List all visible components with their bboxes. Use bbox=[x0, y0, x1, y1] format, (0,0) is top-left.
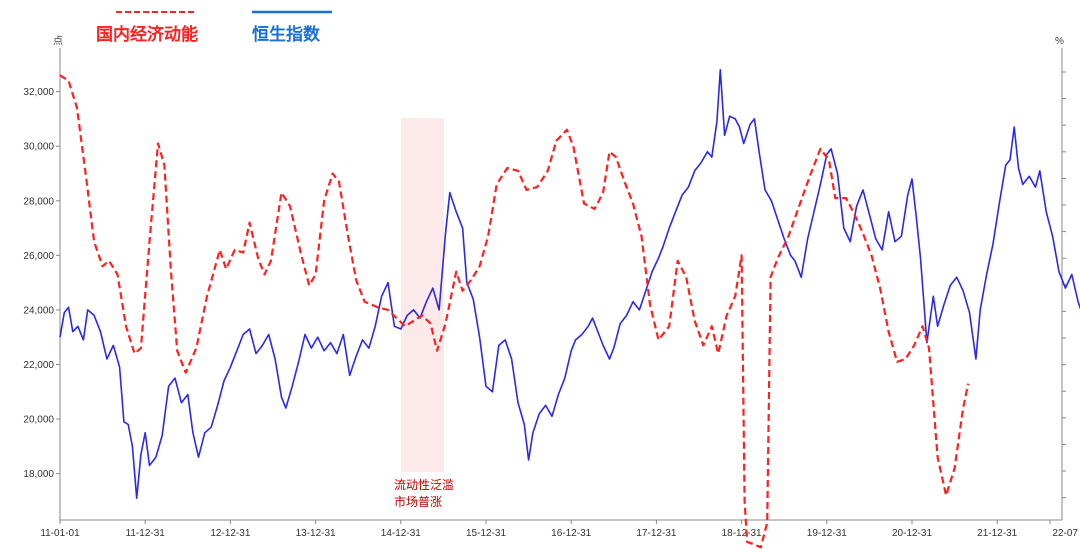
annotation-line-2: 市场普涨 bbox=[394, 494, 442, 509]
x-tick-label: 13-12-31 bbox=[296, 528, 336, 539]
legend-label-economic-momentum: 国内经济动能 bbox=[96, 24, 198, 45]
annotation-liquidity: 流动性泛滥 市场普涨 bbox=[394, 478, 454, 509]
x-tick-label: 21-12-31 bbox=[977, 528, 1017, 539]
legend: 国内经济动能 恒生指数 bbox=[96, 10, 332, 45]
y-tick-label: 30,000 bbox=[23, 142, 54, 153]
x-tick-label: 18-12-31 bbox=[722, 528, 762, 539]
x-tick-label: 16-12-31 bbox=[551, 528, 591, 539]
x-tick-label: 11-12-31 bbox=[126, 528, 166, 539]
y-tick-label: 22,000 bbox=[23, 360, 54, 371]
y-axis-right-unit: % bbox=[1055, 36, 1064, 47]
y-tick-label: 20,000 bbox=[23, 415, 54, 426]
x-tick-label: 22-07 bbox=[1052, 528, 1078, 539]
x-tick-label: 17-12-31 bbox=[636, 528, 676, 539]
highlight-band bbox=[401, 118, 444, 472]
x-ticks: 11-01-01 11-12-31 12-12-31 13-12-31 14-12-31… bbox=[40, 520, 1078, 539]
y-tick-label: 18,000 bbox=[23, 469, 54, 480]
x-tick-label: 19-12-31 bbox=[807, 528, 847, 539]
y-tick-label: 32,000 bbox=[23, 87, 54, 98]
x-tick-label: 20-12-31 bbox=[892, 528, 932, 539]
y-tick-label: 28,000 bbox=[23, 196, 54, 207]
legend-label-hang-seng: 恒生指数 bbox=[252, 24, 321, 45]
axes: 点 % bbox=[53, 35, 1064, 521]
x-tick-label: 12-12-31 bbox=[210, 528, 250, 539]
x-tick-label: 15-12-31 bbox=[466, 528, 506, 539]
x-tick-label: 14-12-31 bbox=[381, 528, 421, 539]
x-tick-label: 11-01-01 bbox=[40, 528, 80, 539]
annotation-line-1: 流动性泛滥 bbox=[394, 478, 454, 492]
y-ticks-right bbox=[1062, 71, 1066, 499]
y-tick-label: 26,000 bbox=[23, 251, 54, 262]
series-line-economic-momentum bbox=[59, 74, 970, 549]
y-ticks: 18,000 20,000 22,000 24,000 26,000 28,000 30,0… bbox=[23, 87, 60, 480]
y-tick-label: 24,000 bbox=[23, 305, 54, 316]
series-line-hang-seng bbox=[59, 69, 1080, 499]
y-axis-left-unit: 点 bbox=[53, 35, 63, 47]
